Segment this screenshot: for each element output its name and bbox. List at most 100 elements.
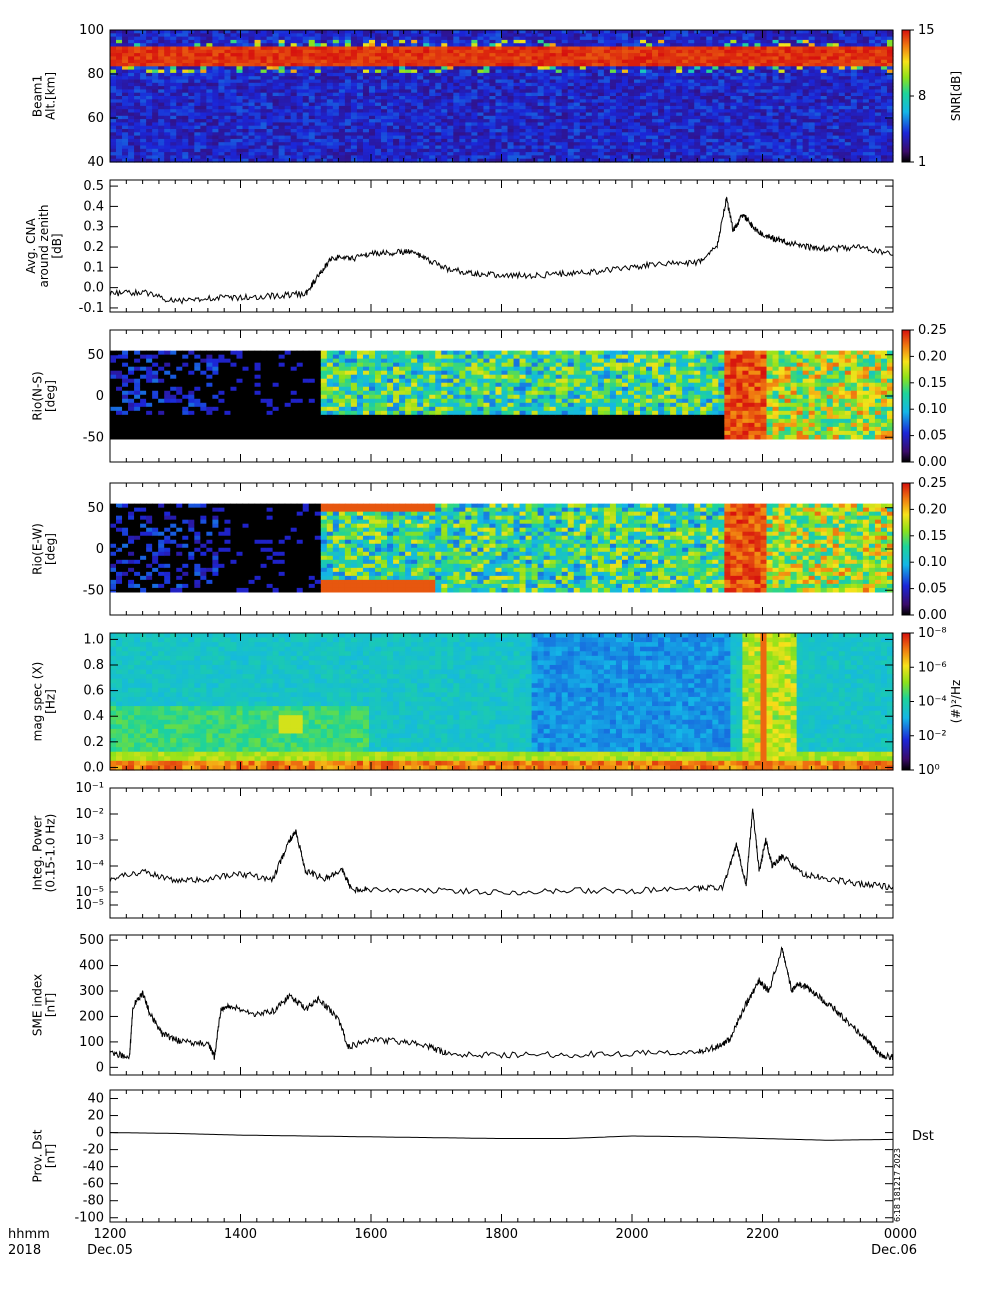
- heatmap-cell: [646, 129, 653, 133]
- heatmap-cell: [447, 115, 454, 120]
- heatmap-cell: [194, 53, 201, 57]
- heatmap-cell: [621, 46, 629, 51]
- heatmap-cell: [621, 96, 629, 100]
- heatmap-cell: [796, 132, 804, 137]
- heatmap-cell: [381, 63, 388, 67]
- heatmap-cell: [242, 105, 250, 110]
- heatmap-cell: [543, 76, 551, 81]
- heatmap-cell: [134, 132, 141, 137]
- heatmap-cell: [670, 135, 677, 140]
- heatmap-cell: [766, 99, 774, 104]
- heatmap-cell: [254, 53, 262, 57]
- heatmap-cell: [609, 96, 617, 100]
- heatmap-cell: [110, 122, 117, 127]
- heatmap-cell: [188, 49, 195, 54]
- heatmap-cell: [302, 69, 310, 74]
- heatmap-cell: [140, 92, 147, 97]
- heatmap-cell: [664, 138, 671, 143]
- heatmap-cell: [814, 105, 822, 110]
- heatmap-cell: [381, 129, 388, 133]
- heatmap-cell: [591, 79, 599, 84]
- heatmap-cell: [230, 82, 238, 87]
- heatmap-cell: [796, 115, 804, 120]
- heatmap-cell: [796, 158, 804, 163]
- heatmap-cell: [254, 129, 262, 133]
- heatmap-cell: [543, 138, 551, 143]
- heatmap-cell: [134, 129, 141, 133]
- heatmap-cell: [248, 39, 256, 44]
- heatmap-cell: [405, 112, 412, 117]
- heatmap-cell: [441, 76, 448, 81]
- heatmap-cell: [393, 112, 400, 117]
- heatmap-cell: [495, 43, 503, 48]
- heatmap-cell: [236, 102, 244, 107]
- heatmap-cell: [652, 102, 659, 107]
- heatmap-cell: [736, 142, 744, 147]
- heatmap-cell: [350, 36, 358, 41]
- heatmap-cell: [609, 132, 617, 137]
- heatmap-cell: [356, 105, 364, 110]
- heatmap-cell: [700, 82, 707, 87]
- heatmap-cell: [266, 135, 274, 140]
- heatmap-cell: [140, 63, 147, 67]
- heatmap-cell: [646, 115, 653, 120]
- heatmap-cell: [712, 125, 719, 130]
- heatmap-cell: [387, 145, 394, 150]
- heatmap-cell: [326, 132, 334, 137]
- heatmap-cell: [676, 69, 683, 74]
- heatmap-cell: [489, 79, 497, 84]
- heatmap-cell: [465, 105, 472, 110]
- heatmap-cell: [664, 135, 671, 140]
- heatmap-cell: [772, 89, 780, 94]
- heatmap-cell: [808, 43, 816, 48]
- heatmap-cell: [218, 102, 226, 107]
- heatmap-cell: [260, 82, 268, 87]
- heatmap-cell: [248, 33, 256, 38]
- heatmap-cell: [784, 155, 792, 160]
- heatmap-cell: [838, 132, 846, 137]
- heatmap-cell: [314, 122, 322, 127]
- heatmap-cell: [206, 69, 213, 74]
- heatmap-cell: [706, 59, 713, 64]
- heatmap-cell: [254, 155, 262, 160]
- heatmap-cell: [116, 135, 123, 140]
- heatmap-cell: [344, 125, 352, 130]
- heatmap-cell: [128, 145, 135, 150]
- heatmap-cell: [579, 82, 587, 87]
- heatmap-cell: [447, 39, 454, 44]
- heatmap-cell: [543, 59, 551, 64]
- heatmap-cell: [188, 105, 195, 110]
- heatmap-cell: [344, 109, 352, 114]
- heatmap-cell: [356, 63, 364, 67]
- heatmap-cell: [820, 39, 828, 44]
- heatmap-cell: [778, 155, 786, 160]
- heatmap-cell: [344, 53, 352, 57]
- heatmap-cell: [344, 43, 352, 48]
- heatmap-cell: [507, 152, 515, 156]
- heatmap-cell: [429, 96, 436, 100]
- heatmap-cell: [796, 49, 804, 54]
- heatmap-cell: [627, 86, 635, 90]
- heatmap-cell: [826, 53, 834, 57]
- heatmap-cell: [260, 63, 268, 67]
- heatmap-cell: [242, 145, 250, 150]
- heatmap-cell: [134, 56, 141, 61]
- heatmap-cell: [754, 158, 762, 163]
- heatmap-cell: [700, 76, 707, 81]
- heatmap-cell: [814, 49, 822, 54]
- heatmap-cell: [790, 59, 798, 64]
- heatmap-cell: [700, 59, 707, 64]
- heatmap-cell: [561, 96, 569, 100]
- heatmap-cell: [314, 46, 322, 51]
- heatmap-cell: [519, 59, 527, 64]
- heatmap-cell: [417, 125, 424, 130]
- heatmap-cell: [790, 142, 798, 147]
- heatmap-cell: [730, 99, 737, 104]
- heatmap-cell: [272, 138, 280, 143]
- heatmap-cell: [676, 89, 683, 94]
- heatmap-cell: [350, 33, 358, 38]
- heatmap-cell: [266, 66, 274, 71]
- heatmap-cell: [453, 145, 460, 150]
- heatmap-cell: [802, 72, 810, 77]
- heatmap-cell: [296, 142, 304, 147]
